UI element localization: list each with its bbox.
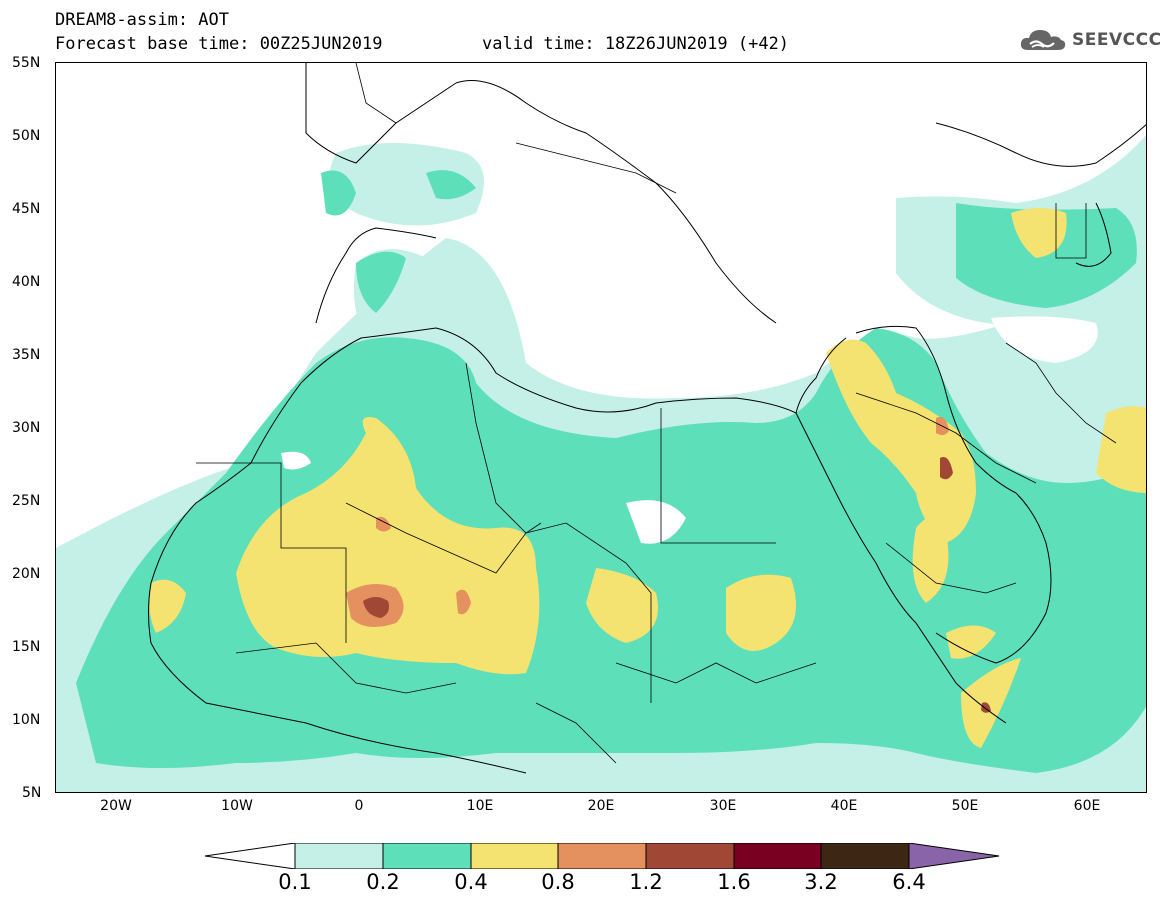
forecast-base-time: Forecast base time: 00Z25JUN2019 — [55, 34, 383, 54]
seevccc-logo: SEEVCCC — [1018, 26, 1162, 54]
colorbar-cell-1.6 — [733, 843, 822, 869]
colorbar-cell-0.2 — [382, 843, 472, 869]
map-title: DREAM8-assim: AOT — [55, 10, 229, 30]
colorbar-cell-1.2 — [645, 843, 735, 869]
colorbar-label-0.2: 0.2 — [366, 870, 400, 894]
colorbar-cell-0.1 — [294, 843, 384, 869]
colorbar-label-6.4: 6.4 — [892, 870, 926, 894]
lat-label-40n: 40N — [12, 274, 41, 290]
lon-label-10e: 10E — [466, 798, 494, 814]
colorbar-cell-6.4 — [908, 843, 1000, 869]
colorbar-label-3.2: 3.2 — [804, 870, 838, 894]
lat-label-30n: 30N — [12, 420, 41, 436]
valid-time: valid time: 18Z26JUN2019 (+42) — [482, 34, 790, 54]
colorbar-label-0.1: 0.1 — [278, 870, 312, 894]
colorbar-cell-3.2 — [820, 843, 910, 869]
lon-label-10w: 10W — [221, 798, 253, 814]
logo-text: SEEVCCC — [1072, 30, 1162, 50]
lat-label-45n: 45N — [12, 201, 41, 217]
lon-label-20w: 20W — [100, 798, 132, 814]
lon-label-50e: 50E — [951, 798, 979, 814]
lon-label-30e: 30E — [709, 798, 737, 814]
country-borders — [196, 63, 1117, 764]
coastlines — [148, 63, 1146, 774]
lat-label-10n: 10N — [12, 712, 41, 728]
aot-field — [56, 63, 1146, 792]
colorbar-label-0.8: 0.8 — [541, 870, 575, 894]
lon-label-0: 0 — [354, 798, 364, 814]
colorbar-cell-0.4 — [470, 843, 559, 869]
lat-label-55n: 55N — [12, 55, 41, 71]
colorbar-label-1.2: 1.2 — [629, 870, 663, 894]
lat-label-5n: 5N — [22, 785, 42, 801]
lat-label-25n: 25N — [12, 493, 41, 509]
cloud-icon — [1020, 30, 1066, 50]
colorbar-label-0.4: 0.4 — [454, 870, 488, 894]
aot-low-areas — [281, 316, 1098, 544]
colorbar-cell-below — [205, 843, 296, 869]
colorbar-cell-0.8 — [557, 843, 647, 869]
lon-label-60e: 60E — [1073, 798, 1101, 814]
colorbar — [205, 843, 1000, 869]
lat-label-35n: 35N — [12, 347, 41, 363]
map-area — [55, 62, 1147, 793]
lon-label-40e: 40E — [830, 798, 858, 814]
lon-label-20e: 20E — [587, 798, 615, 814]
lat-label-50n: 50N — [12, 128, 41, 144]
lat-label-20n: 20N — [12, 566, 41, 582]
colorbar-label-1.6: 1.6 — [717, 870, 751, 894]
lat-label-15n: 15N — [12, 639, 41, 655]
